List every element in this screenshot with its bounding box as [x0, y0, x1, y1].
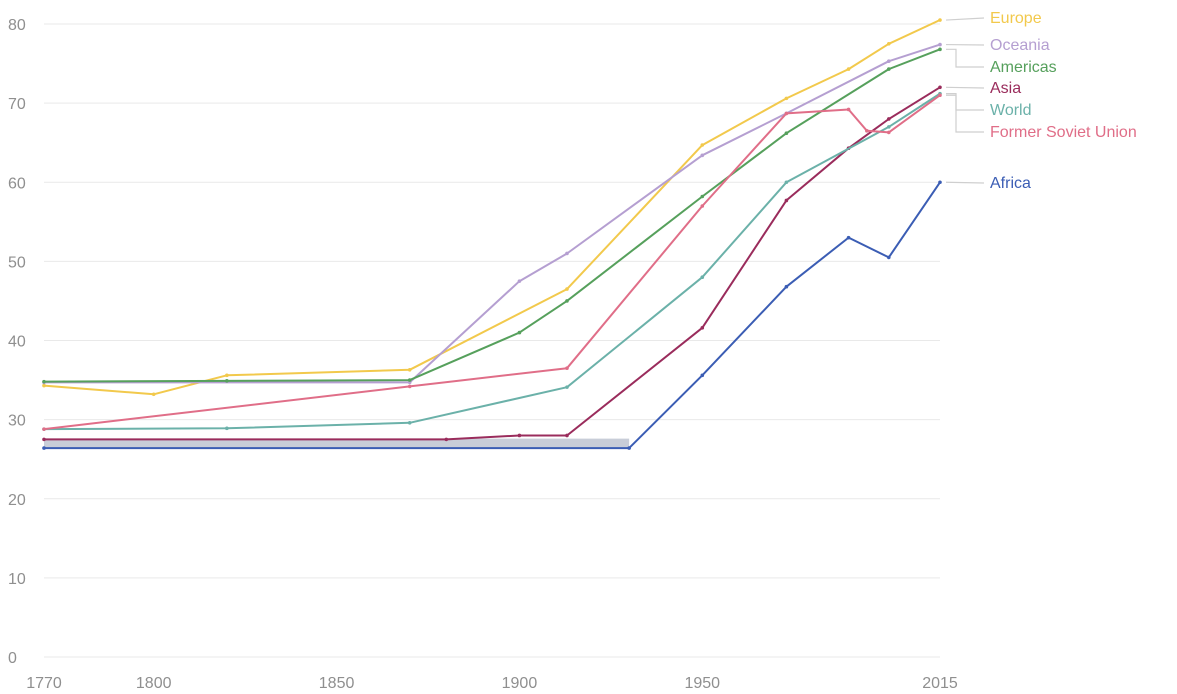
- data-point-americas: [42, 379, 46, 384]
- data-point-oceania: [565, 251, 569, 256]
- y-tick-label: 20: [8, 492, 26, 509]
- data-point-asia: [887, 117, 891, 121]
- y-tick-label: 30: [8, 413, 26, 430]
- data-point-europe: [565, 287, 569, 291]
- data-point-asia: [784, 198, 789, 203]
- data-point-asia: [444, 437, 449, 442]
- leader-americas: [946, 48, 984, 68]
- y-axis-ticks: 0 10 20 30 40 50 60 70 80: [8, 17, 26, 667]
- data-point-former-soviet-union: [565, 366, 569, 370]
- series-line-asia: [43, 86, 941, 441]
- y-tick-label: 10: [8, 571, 26, 588]
- data-point-americas: [784, 131, 789, 135]
- series-line-oceania: [43, 43, 941, 384]
- series-label-americas: Americas: [990, 59, 1057, 76]
- shaded-band-rect: [44, 438, 630, 449]
- series-label-asia: Asia: [990, 80, 1021, 97]
- shaded-band: [44, 438, 630, 449]
- data-point-world: [784, 180, 789, 185]
- data-point-world: [407, 420, 412, 425]
- data-point-americas: [517, 330, 522, 335]
- data-point-former-soviet-union: [407, 384, 412, 389]
- data-point-americas: [700, 194, 705, 199]
- series-labels: Europe Oceania Americas Asia World Former Sov…: [945, 10, 1137, 192]
- x-tick-label: 1770: [26, 675, 62, 692]
- gridlines: [44, 23, 940, 658]
- leader-europe: [945, 17, 985, 21]
- data-point-asia: [42, 437, 46, 442]
- data-point-asia: [517, 433, 522, 438]
- data-point-europe: [151, 392, 156, 397]
- y-tick-label: 0: [8, 650, 17, 667]
- data-point-europe: [42, 383, 46, 388]
- x-tick-label: 1900: [502, 675, 538, 692]
- data-point-world: [700, 275, 705, 280]
- y-tick-label: 60: [8, 175, 26, 192]
- data-point-world: [565, 385, 569, 389]
- data-point-world: [887, 125, 891, 129]
- data-point-oceania: [938, 42, 942, 47]
- data-point-americas: [938, 47, 942, 52]
- leader-asia: [945, 86, 985, 89]
- x-axis-ticks: 1770 1800 1850 1900 1950 2015: [26, 675, 958, 692]
- data-point-oceania: [887, 59, 891, 63]
- series-line-europe: [43, 19, 941, 396]
- series-lines: [42, 18, 942, 450]
- data-point-europe: [700, 143, 705, 147]
- data-point-americas: [887, 67, 891, 71]
- series-line-former-soviet-union: [43, 94, 941, 431]
- data-point-asia: [938, 85, 942, 90]
- series-line-americas: [43, 48, 941, 383]
- data-point-former-soviet-union: [42, 427, 46, 431]
- data-point-former-soviet-union: [887, 130, 891, 135]
- y-tick-label: 70: [8, 96, 26, 113]
- series-line-africa: [43, 181, 941, 450]
- data-point-europe: [225, 373, 229, 378]
- x-tick-label: 1850: [319, 675, 355, 692]
- data-point-africa: [627, 446, 631, 450]
- series-label-oceania: Oceania: [990, 37, 1050, 54]
- data-point-africa: [700, 373, 705, 378]
- x-tick-label: 2015: [922, 675, 958, 692]
- y-tick-label: 80: [8, 17, 26, 34]
- series-label-europe: Europe: [990, 10, 1042, 27]
- data-point-europe: [938, 18, 942, 22]
- y-tick-label: 50: [8, 254, 26, 271]
- data-point-former-soviet-union: [846, 107, 851, 112]
- data-point-africa: [784, 284, 789, 289]
- data-point-europe: [846, 67, 851, 71]
- data-point-europe: [784, 96, 789, 101]
- series-label-africa: Africa: [990, 175, 1031, 192]
- series-label-world: World: [990, 102, 1032, 119]
- data-point-europe: [887, 41, 891, 46]
- y-tick-label: 40: [8, 334, 26, 351]
- data-point-former-soviet-union: [784, 111, 789, 116]
- data-point-africa: [938, 180, 942, 185]
- series-label-former-soviet-union: Former Soviet Union: [990, 124, 1137, 141]
- data-point-former-soviet-union: [865, 129, 869, 133]
- series-line-world: [43, 92, 941, 431]
- data-point-europe: [407, 367, 412, 372]
- data-point-asia: [565, 433, 569, 438]
- data-point-former-soviet-union: [700, 204, 705, 208]
- leader-former-soviet-union: [946, 94, 984, 133]
- leader-world: [946, 93, 984, 111]
- data-point-africa: [846, 235, 851, 240]
- x-tick-label: 1950: [684, 675, 720, 692]
- data-point-oceania: [700, 153, 705, 158]
- data-point-oceania: [517, 279, 522, 283]
- data-point-africa: [887, 255, 891, 260]
- data-point-africa: [42, 446, 46, 450]
- data-point-americas: [565, 299, 569, 303]
- data-point-americas: [225, 379, 229, 383]
- data-point-former-soviet-union: [938, 93, 942, 98]
- data-point-world: [225, 426, 229, 431]
- data-point-americas: [407, 378, 412, 382]
- data-point-asia: [700, 326, 705, 330]
- leader-africa: [945, 181, 985, 184]
- x-tick-label: 1800: [136, 675, 172, 692]
